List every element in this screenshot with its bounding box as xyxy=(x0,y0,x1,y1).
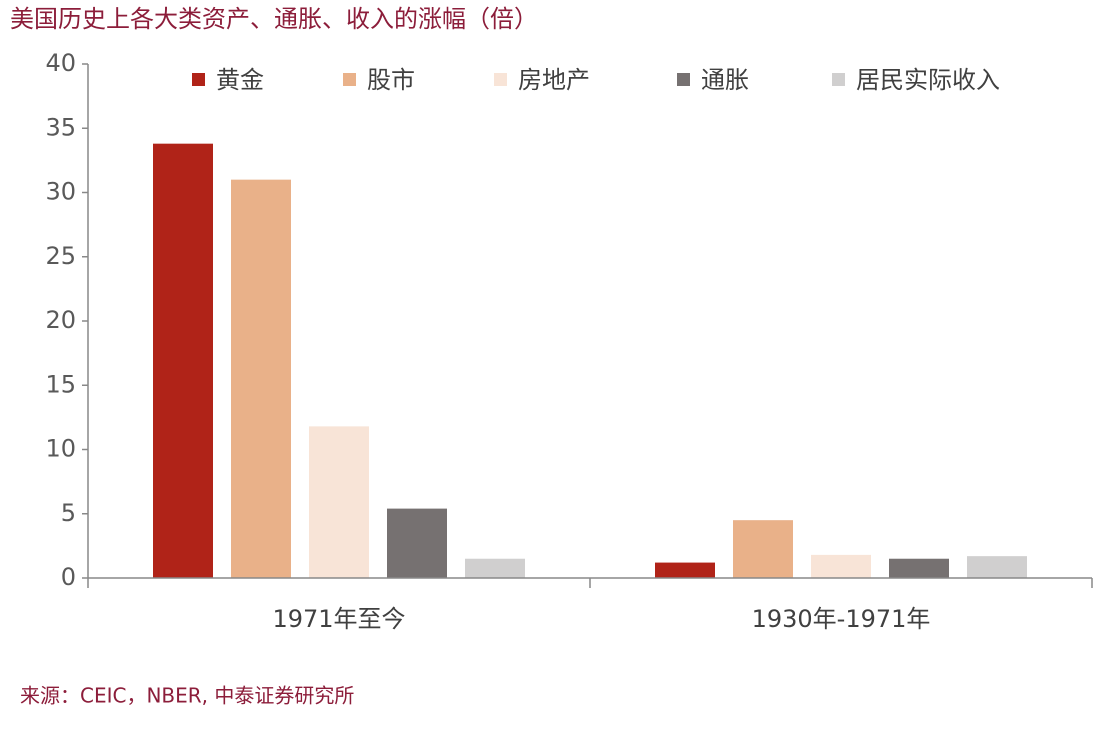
legend-label: 居民实际收入 xyxy=(856,66,1000,94)
legend-swatch xyxy=(494,73,507,86)
legend-swatch xyxy=(343,73,356,86)
y-tick-label: 35 xyxy=(45,113,76,141)
legend-swatch xyxy=(677,73,690,86)
legend-label: 房地产 xyxy=(518,66,590,94)
y-tick-label: 5 xyxy=(61,499,76,527)
bar xyxy=(465,558,525,578)
y-tick-label: 20 xyxy=(45,306,76,334)
bar xyxy=(655,562,715,578)
legend-swatch xyxy=(192,73,205,86)
y-tick-label: 10 xyxy=(45,435,76,463)
y-tick-label: 0 xyxy=(61,563,76,591)
legend-swatch xyxy=(832,73,845,86)
y-tick-label: 25 xyxy=(45,242,76,270)
bar xyxy=(967,556,1027,578)
x-tick-label: 1930年-1971年 xyxy=(752,605,931,633)
bar xyxy=(811,554,871,578)
bar xyxy=(309,426,369,578)
y-tick-label: 15 xyxy=(45,370,76,398)
bar xyxy=(387,508,447,578)
bar xyxy=(153,143,213,579)
y-tick-label: 30 xyxy=(45,178,76,206)
chart-title: 美国历史上各大类资产、通胀、收入的涨幅（倍） xyxy=(10,5,538,33)
x-tick-label: 1971年至今 xyxy=(272,605,405,633)
bar xyxy=(231,179,291,578)
legend-label: 通胀 xyxy=(701,66,749,94)
legend-label: 黄金 xyxy=(216,66,264,94)
legend-label: 股市 xyxy=(367,66,415,94)
source-note: 来源：CEIC，NBER, 中泰证券研究所 xyxy=(20,684,354,708)
bar xyxy=(889,558,949,578)
y-tick-label: 40 xyxy=(45,49,76,77)
bar xyxy=(733,520,793,578)
